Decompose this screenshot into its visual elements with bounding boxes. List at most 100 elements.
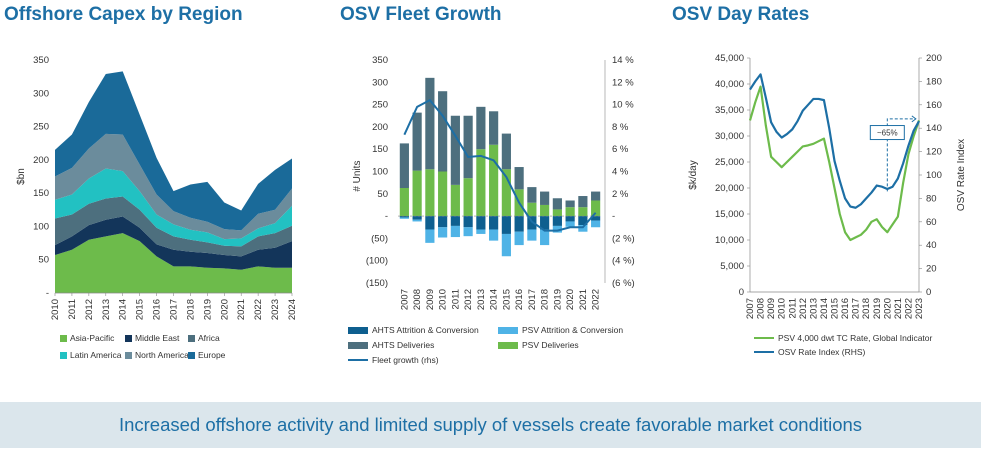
bar-psv-deliveries (566, 207, 575, 216)
bar-psv-attrition-conversion (489, 229, 498, 240)
y2-tick-label: 120 (926, 147, 942, 158)
legend-psv-tc-rate: PSV 4,000 dwt TC Rate, Global Indicator (778, 333, 932, 343)
bar-ahts-attrition-conversion (553, 216, 562, 226)
x-tick-label: 2017 (851, 298, 862, 319)
legend-fleet-growth: Fleet growth (rhs) (372, 355, 439, 365)
legend-swatch (188, 335, 195, 342)
bar-ahts-attrition-conversion (489, 216, 498, 229)
y2-tick-label: 80 (926, 193, 937, 204)
y2-tick-label: 200 (926, 53, 942, 64)
bar-ahts-deliveries (527, 187, 536, 203)
footer-banner: Increased offshore activity and limited … (0, 402, 981, 448)
bar-psv-deliveries (540, 205, 549, 216)
y2-tick-label: 60 (926, 217, 937, 228)
legend-ahts-attrition: AHTS Attrition & Conversion (372, 325, 479, 335)
x-tick-label: 2012 (84, 299, 95, 320)
legend-psv-deliveries: PSV Deliveries (522, 340, 579, 350)
dayrates-chart-title: OSV Day Rates (672, 4, 809, 26)
y-tick-label: 30,000 (715, 131, 744, 142)
x-tick-label: 2011 (450, 289, 461, 309)
x-tick-label: 2021 (578, 289, 589, 310)
x-tick-label: 2020 (565, 289, 576, 310)
legend-ahts-deliveries: AHTS Deliveries (372, 340, 434, 350)
x-tick-label: 2017 (169, 299, 180, 320)
x-tick-label: 2008 (756, 298, 767, 319)
bar-psv-attrition-conversion (515, 232, 524, 245)
y-tick-label: 45,000 (715, 53, 744, 64)
x-tick-label: 2010 (438, 289, 449, 310)
legend-osv-rate-index: OSV Rate Index (RHS) (778, 347, 865, 357)
legend-europe: Europe (198, 350, 225, 360)
bar-psv-attrition-conversion (438, 227, 447, 237)
x-tick-label: 2015 (830, 298, 841, 319)
x-tick-label: 2011 (67, 299, 78, 319)
legend-swatch (498, 342, 518, 349)
y2-tick-label: 4 % (612, 167, 629, 178)
x-tick-label: 2012 (463, 289, 474, 310)
x-tick-label: 2020 (882, 298, 893, 319)
y-tick-label: 5,000 (720, 261, 744, 272)
legend-swatch (125, 352, 132, 359)
bar-ahts-attrition-conversion (438, 216, 447, 227)
y-axis-label: $bn (16, 168, 27, 185)
y2-tick-label: - (612, 211, 615, 222)
x-tick-label: 2023 (914, 298, 925, 319)
bar-ahts-deliveries (489, 111, 498, 144)
y-tick-label: 200 (372, 122, 388, 133)
legend-swatch (60, 352, 67, 359)
y-tick-label: - (385, 211, 388, 222)
bar-psv-deliveries (400, 188, 409, 216)
annotation-text: ~65% (877, 129, 898, 138)
capex-chart-title: Offshore Capex by Region (4, 4, 243, 26)
y-tick-label: - (46, 288, 49, 299)
bar-psv-deliveries (438, 172, 447, 217)
y-tick-label: (150) (366, 278, 388, 289)
x-tick-label: 2015 (501, 289, 512, 310)
y-tick-label: 100 (33, 221, 49, 232)
bar-psv-deliveries (476, 149, 485, 216)
bar-ahts-deliveries (438, 91, 447, 171)
x-tick-label: 2022 (903, 298, 914, 319)
bar-ahts-deliveries (425, 78, 434, 169)
bar-ahts-deliveries (400, 143, 409, 188)
x-tick-label: 2011 (787, 298, 798, 318)
y2-tick-label: 2 % (612, 189, 629, 200)
y-tick-label: 250 (372, 100, 388, 111)
legend-middle-east: Middle East (135, 333, 179, 343)
bar-psv-deliveries (413, 171, 422, 216)
bar-ahts-attrition-conversion (425, 216, 434, 229)
y-tick-label: 0 (739, 287, 744, 298)
y2-tick-label: 40 (926, 240, 937, 251)
bar-psv-attrition-conversion (527, 229, 536, 240)
bar-ahts-deliveries (566, 200, 575, 207)
fleet-legend: AHTS Attrition & Conversion PSV Attritio… (348, 325, 648, 370)
y-tick-label: 40,000 (715, 79, 744, 90)
legend-swatch (498, 327, 518, 334)
capex-chart: - 50 100 150 200 250 300 350 $bn 2010 2011 2012 2013… (0, 40, 300, 360)
bar-psv-deliveries (425, 169, 434, 216)
x-tick-label: 2017 (527, 289, 538, 310)
y2-tick-label: (6 %) (612, 278, 635, 289)
x-tick-label: 2016 (514, 289, 525, 310)
y-axis-label: $k/day (688, 160, 699, 189)
fleet-chart-title: OSV Fleet Growth (340, 4, 502, 26)
y-tick-label: 150 (372, 144, 388, 155)
y-axis-label: # Units (352, 161, 363, 192)
legend-latin-america: Latin America (70, 350, 122, 360)
x-tick-label: 2022 (591, 289, 602, 310)
x-tick-label: 2019 (552, 289, 563, 310)
bar-psv-attrition-conversion (476, 229, 485, 233)
y-tick-label: 300 (372, 77, 388, 88)
y-tick-label: 300 (33, 88, 49, 99)
bar-psv-deliveries (464, 178, 473, 216)
y-tick-label: 35,000 (715, 105, 744, 116)
bar-ahts-deliveries (540, 192, 549, 205)
bar-psv-deliveries (489, 145, 498, 216)
x-tick-label: 2018 (185, 299, 196, 320)
y2-tick-label: 140 (926, 123, 942, 134)
bar-ahts-deliveries (464, 116, 473, 178)
bar-psv-attrition-conversion (502, 234, 511, 256)
y2-tick-label: 0 (926, 287, 931, 298)
legend-swatch (125, 335, 132, 342)
bar-ahts-deliveries (413, 113, 422, 171)
